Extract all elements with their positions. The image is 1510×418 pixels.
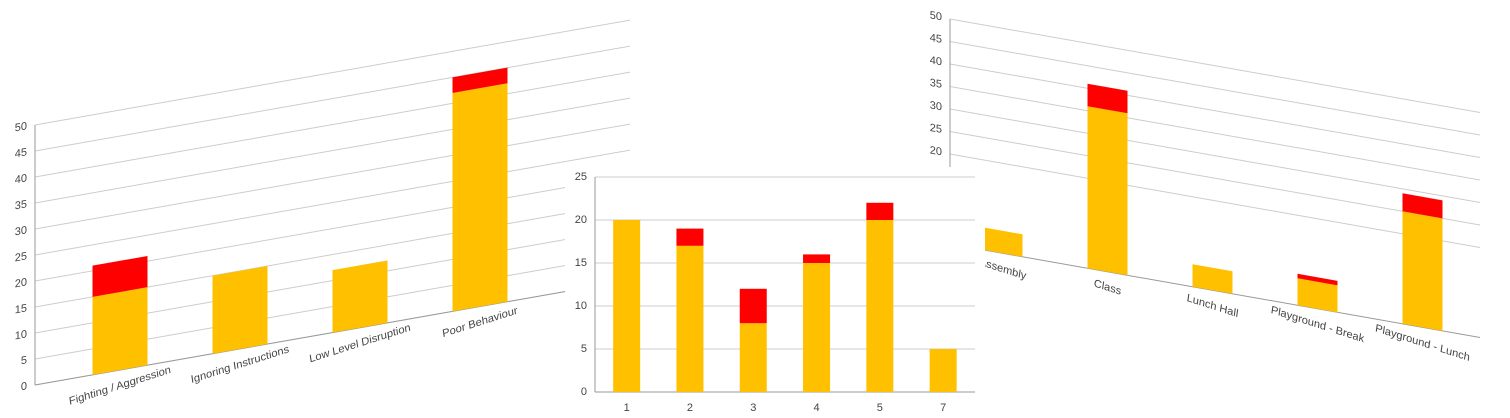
bar-segment	[212, 266, 268, 354]
bar-segment	[866, 202, 894, 220]
bar-segment	[1192, 264, 1233, 294]
y-tick-label: 20	[15, 276, 27, 290]
bar-segment	[1402, 211, 1443, 331]
y-tick-label: 0	[581, 386, 587, 398]
bar-segment	[1087, 83, 1128, 114]
grid-line	[950, 153, 1480, 248]
x-tick-label: Assembly	[978, 256, 1027, 283]
y-tick-label: 25	[930, 122, 942, 136]
y-tick-label: 30	[930, 99, 942, 113]
x-tick-label: Playground - Break	[1270, 304, 1365, 345]
bar-segment	[613, 220, 641, 392]
y-tick-label: 50	[930, 9, 942, 23]
bar-segment	[92, 255, 148, 297]
x-tick-label: 5	[877, 402, 883, 414]
y-tick-label: 15	[575, 257, 587, 269]
bar-segment	[676, 228, 704, 246]
grid-line	[950, 18, 1480, 113]
x-tick-label: 7	[940, 402, 946, 414]
y-tick-label: 20	[930, 144, 942, 158]
grid-line	[950, 63, 1480, 158]
grid-line	[35, 19, 630, 126]
grid-line	[35, 71, 630, 178]
y-tick-label: 35	[930, 77, 942, 91]
bar-segment	[1087, 106, 1128, 276]
y-tick-label: 40	[15, 172, 27, 186]
bar-segment	[452, 83, 508, 312]
grid-line	[35, 123, 630, 230]
x-axis	[35, 279, 630, 386]
bar-segment	[1297, 273, 1338, 286]
bar-segment	[982, 227, 1023, 257]
x-axis	[950, 243, 1480, 338]
y-tick-label: 15	[15, 302, 27, 316]
bar-segment	[739, 323, 767, 392]
x-tick-label: Lunch Hall	[1186, 292, 1239, 320]
y-tick-label: 10	[575, 300, 587, 312]
x-tick-label: 1	[624, 402, 630, 414]
y-tick-label: 25	[15, 250, 27, 264]
bar-segment	[803, 254, 831, 263]
x-tick-label: Low Level Disruption	[309, 322, 412, 366]
bar-segment	[1297, 278, 1338, 313]
grid-line	[950, 41, 1480, 136]
y-tick-label: 35	[15, 198, 27, 212]
x-tick-label: 4	[813, 402, 819, 414]
x-tick-label: Fighting / Aggression	[68, 364, 171, 408]
y-tick-label: 30	[15, 224, 27, 238]
y-tick-label: 25	[575, 171, 587, 183]
grid-line	[950, 131, 1480, 226]
bar-segment	[739, 288, 767, 324]
y-tick-label: 45	[15, 146, 27, 160]
chart: 0 5 10 15 20 25 1 2 3 4 5 7	[565, 167, 985, 418]
y-tick-label: 40	[930, 54, 942, 68]
bar-segment	[1402, 193, 1443, 219]
grid-line	[950, 108, 1480, 203]
bar-segment	[92, 287, 148, 375]
bar-segment	[676, 245, 704, 392]
grid-line	[35, 45, 630, 152]
y-tick-label: 45	[930, 32, 942, 46]
x-tick-label: Playground - Lunch	[1374, 323, 1470, 364]
x-tick-label: Ignoring Instructions	[190, 343, 290, 386]
y-tick-label: 50	[15, 120, 27, 134]
x-tick-label: 2	[687, 402, 693, 414]
y-tick-label: 5	[21, 354, 27, 367]
x-tick-label: 3	[750, 402, 756, 414]
y-tick-label: 20	[575, 214, 587, 226]
x-tick-label: Class	[1093, 278, 1122, 298]
y-tick-label: 10	[15, 328, 27, 342]
chart: 20 25 30 35 40 45 50 Assembly Class Lunch Hall Pla…	[930, 9, 1480, 364]
y-tick-label: 0	[21, 380, 27, 393]
bar-segment	[803, 263, 831, 392]
bar-segment	[452, 67, 508, 93]
grid-line	[950, 86, 1480, 181]
grid-line	[35, 97, 630, 204]
bar-segment	[929, 349, 957, 392]
y-tick-label: 5	[581, 343, 587, 355]
bar-segment	[332, 260, 388, 333]
bar-segment	[866, 220, 894, 392]
grid-line	[35, 149, 630, 256]
